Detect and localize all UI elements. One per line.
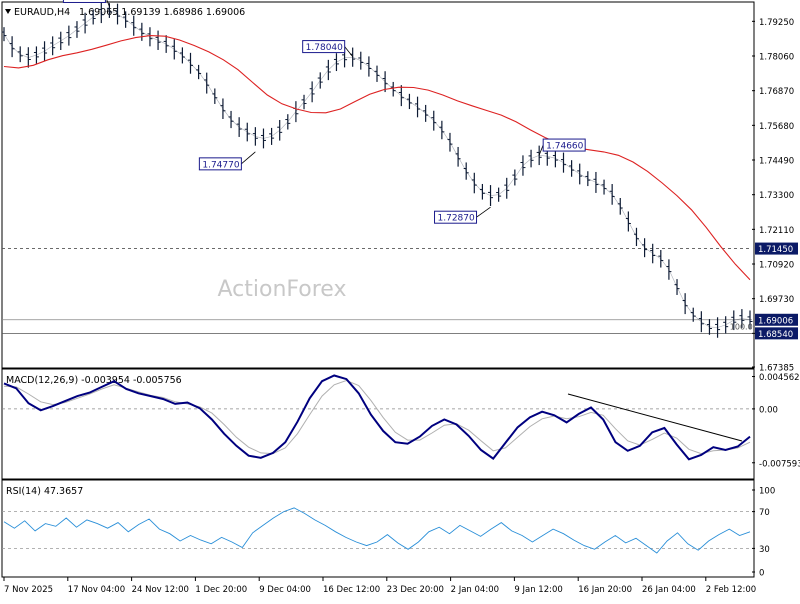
annotation-leader (344, 46, 353, 57)
rsi-y-tick-label: 100 (759, 487, 775, 497)
annotation-box (302, 40, 346, 54)
macd-trendline (567, 393, 743, 442)
price-y-tick-label: 1.75680 (759, 122, 794, 132)
price-pane-frame (1, 1, 755, 369)
annotation-leader (241, 151, 256, 165)
price-ohlc: 1.69065 1.69139 1.68986 1.69006 (79, 7, 245, 18)
price-close-line (3, 10, 751, 328)
x-axis-tick-label: 2 Feb 12:00 (706, 585, 756, 595)
annotation-label: 1.79760 (66, 0, 103, 3)
x-axis-tick-label: 23 Dec 20:00 (387, 585, 444, 595)
fib-level-label: 100.0 (730, 323, 753, 332)
x-axis-tick-label: 24 Nov 12:00 (132, 585, 189, 595)
price-level-tag (755, 242, 798, 255)
annotation-box (542, 138, 586, 152)
x-axis-tick-label: 9 Dec 04:00 (259, 585, 311, 595)
price-title: EURAUD,H4 (14, 7, 70, 18)
price-level-tag-label: 1.68540 (758, 330, 793, 340)
price-level-tag-label: 1.69006 (758, 316, 793, 326)
x-axis-tick-label: 16 Dec 12:00 (323, 585, 380, 595)
annotation-box (434, 210, 478, 224)
annotation-box (62, 0, 106, 3)
price-level-tag (755, 313, 798, 326)
annotation-label: 1.74770 (202, 160, 239, 170)
annotation-box (198, 157, 242, 171)
price-y-tick-label: 1.67385 (759, 364, 794, 374)
annotation-leader (106, 0, 110, 7)
rsi-pane-frame (1, 479, 755, 578)
x-axis-tick-label: 9 Jan 12:00 (514, 585, 562, 595)
price-y-tick-label: 1.78060 (759, 53, 794, 63)
price-y-tick-label: 1.73300 (759, 191, 794, 201)
rsi-line (3, 507, 751, 554)
symbol-arrow-icon (5, 9, 11, 14)
x-axis-tick-label: 17 Nov 04:00 (68, 585, 125, 595)
macd-pane-frame (1, 368, 755, 480)
annotation-leader (538, 144, 544, 156)
price-y-tick-label: 1.76870 (759, 87, 794, 97)
x-axis-tick-label: 2 Jan 04:00 (451, 585, 499, 595)
macd-y-tick-label: 0.00 (759, 405, 778, 415)
annotation-leader (476, 206, 491, 218)
rsi-title: RSI(14) 47.3657 (6, 486, 83, 497)
rsi-y-tick-label: 30 (759, 545, 770, 555)
price-y-tick-label: 1.70920 (759, 261, 794, 271)
price-y-tick-label: 1.69730 (759, 295, 794, 305)
x-axis-tick-label: 26 Jan 04:00 (642, 585, 696, 595)
macd-line (3, 374, 751, 461)
macd-y-tick-label: 0.004562 (759, 373, 800, 383)
macd-signal-line (3, 379, 751, 455)
price-y-tick-label: 1.79250 (759, 18, 794, 28)
macd-y-tick-label: -0.007593 (759, 459, 800, 469)
annotation-label: 1.74660 (546, 142, 583, 152)
watermark: ActionForex (218, 277, 347, 302)
x-axis-tick-label: 7 Nov 2025 (4, 585, 53, 595)
price-level-tag-label: 1.71450 (758, 245, 793, 255)
annotation-label: 1.72870 (438, 214, 475, 224)
price-y-tick-label: 1.72110 (759, 226, 794, 236)
macd-title: MACD(12,26,9) -0.003954 -0.005756 (6, 375, 182, 386)
x-axis-tick-label: 1 Dec 20:00 (195, 585, 247, 595)
rsi-y-tick-label: 70 (759, 508, 770, 518)
price-y-tick-label: 1.74490 (759, 157, 794, 167)
moving-average-line (3, 35, 751, 281)
rsi-y-tick-label: 0 (759, 569, 764, 579)
x-axis-tick-label: 16 Jan 20:00 (578, 585, 632, 595)
annotation-label: 1.78040 (306, 43, 343, 53)
price-level-tag (755, 327, 798, 340)
